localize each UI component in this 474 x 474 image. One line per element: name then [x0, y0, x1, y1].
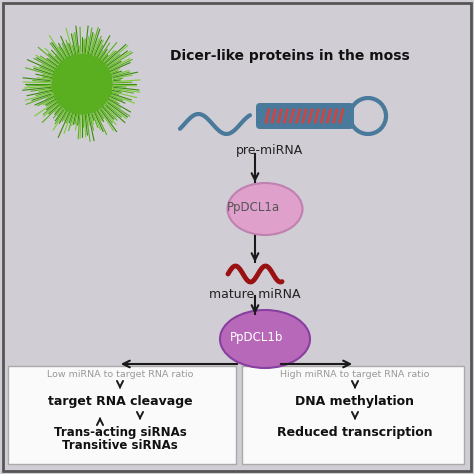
Text: High miRNA to target RNA ratio: High miRNA to target RNA ratio [280, 370, 430, 379]
Text: Reduced transcription: Reduced transcription [277, 426, 433, 439]
FancyBboxPatch shape [8, 366, 236, 464]
FancyBboxPatch shape [242, 366, 464, 464]
Text: PpDCL1a: PpDCL1a [227, 201, 280, 213]
Text: Trans-acting siRNAs: Trans-acting siRNAs [54, 426, 186, 439]
Circle shape [52, 54, 112, 114]
Text: target RNA cleavage: target RNA cleavage [48, 395, 192, 408]
Text: Low miRNA to target RNA ratio: Low miRNA to target RNA ratio [47, 370, 193, 379]
Text: mature miRNA: mature miRNA [209, 288, 301, 301]
Ellipse shape [228, 183, 302, 235]
Text: PpDCL1b: PpDCL1b [230, 330, 283, 344]
Text: pre-miRNA: pre-miRNA [237, 144, 304, 157]
Text: DNA methylation: DNA methylation [295, 395, 414, 408]
FancyBboxPatch shape [256, 103, 354, 129]
Text: Transitive siRNAs: Transitive siRNAs [62, 439, 178, 452]
Text: Dicer-like proteins in the moss: Dicer-like proteins in the moss [170, 49, 410, 63]
Ellipse shape [220, 310, 310, 368]
